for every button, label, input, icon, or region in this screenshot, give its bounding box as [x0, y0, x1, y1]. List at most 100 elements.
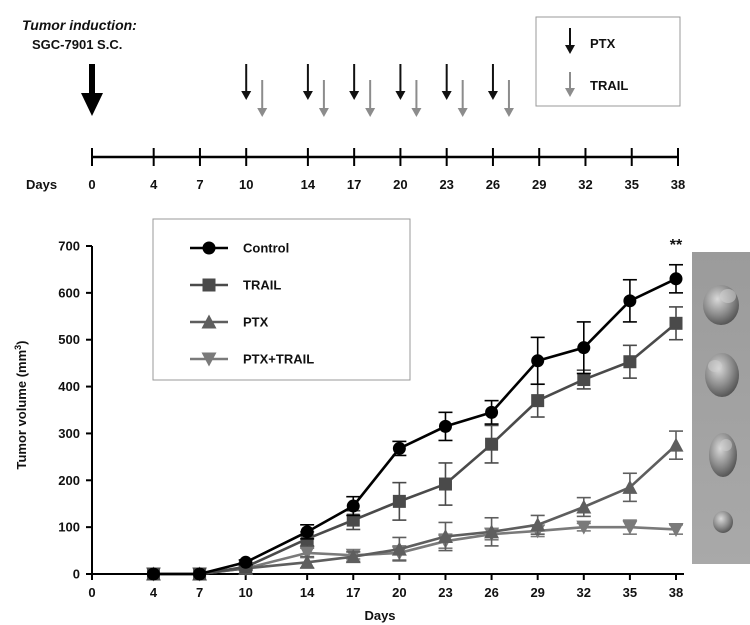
y-tick-label: 200 [58, 473, 80, 488]
data-point [669, 272, 683, 286]
y-tick-label: 700 [58, 239, 80, 254]
legend-label: PTX+TRAIL [243, 352, 314, 367]
x-tick-label: 17 [346, 585, 360, 600]
data-point [346, 513, 360, 527]
data-point [484, 524, 500, 539]
data-point [577, 341, 591, 355]
legend-ptx-label: PTX [590, 36, 616, 51]
schedule-day-label: 20 [393, 177, 407, 192]
data-point [622, 479, 638, 494]
schedule-ticks: 0 4 7 10 14 17 20 23 26 29 32 35 38 [88, 148, 685, 192]
tumor-growth-chart: Tumor volume (mm3) 010020030040050060070… [13, 218, 684, 623]
schedule-day-label: 29 [532, 177, 546, 192]
schedule-day-label: 10 [239, 177, 253, 192]
data-point [622, 520, 638, 535]
ptx-dose-arrow [441, 64, 452, 100]
data-point [485, 437, 499, 451]
data-point [530, 517, 546, 532]
data-point [668, 437, 684, 452]
schedule-day-label: 23 [439, 177, 453, 192]
legend-label: TRAIL [243, 278, 281, 293]
data-point [669, 316, 683, 330]
x-axis-label: Days [364, 608, 395, 623]
schedule-legend: PTX TRAIL [535, 16, 681, 107]
data-point [438, 419, 452, 433]
induction-title: Tumor induction: [22, 17, 137, 33]
trail-dose-arrow [257, 80, 268, 117]
trail-arrow-icon [565, 72, 575, 97]
data-point [300, 525, 314, 539]
ptx-dose-arrow [487, 64, 498, 100]
tumor-ptx-trail [713, 511, 733, 533]
y-tick-label: 400 [58, 379, 80, 394]
x-tick-label: 38 [669, 585, 683, 600]
legend-entry: TRAIL [190, 278, 281, 293]
legend-label: PTX [243, 315, 269, 330]
schedule-day-label: 32 [578, 177, 592, 192]
induction-subtitle: SGC-7901 S.C. [32, 37, 122, 52]
x-tick-label: 23 [438, 585, 452, 600]
chart-legend: Control TRAIL PTX PTX+TRAIL [152, 218, 411, 381]
ptx-dose-arrow [241, 64, 252, 100]
trail-dose-arrow [503, 80, 514, 117]
series-ptx [145, 430, 684, 581]
trail-dose-arrow [365, 80, 376, 117]
series-line [153, 322, 677, 576]
ptx-dose-arrow [302, 64, 313, 100]
schedule-day-label: 0 [88, 177, 95, 192]
significance-marker: ** [670, 237, 683, 254]
legend-entry: PTX [190, 314, 269, 330]
treatment-arrows [241, 64, 514, 117]
induction-arrow [81, 64, 103, 116]
schedule-days-label: Days [26, 177, 57, 192]
x-tick-label: 20 [392, 585, 406, 600]
data-point [438, 477, 452, 491]
data-point [146, 567, 160, 581]
data-point [346, 499, 360, 513]
schedule-day-label: 14 [301, 177, 316, 192]
x-tick-label: 32 [577, 585, 591, 600]
trail-dose-arrow [457, 80, 468, 117]
data-point [391, 541, 407, 556]
data-point [623, 294, 637, 308]
schedule-day-label: 4 [150, 177, 158, 192]
schedule-day-label: 38 [671, 177, 685, 192]
legend-marker [201, 314, 217, 329]
data-point [299, 546, 315, 561]
data-point [392, 494, 406, 508]
ptx-dose-arrow [395, 64, 406, 100]
plot-series [145, 263, 684, 582]
y-axis-ticks: 0 100 200 300 400 500 600 700 [58, 239, 92, 582]
schedule-day-label: 7 [196, 177, 203, 192]
series-control [146, 263, 683, 581]
data-point [576, 520, 592, 535]
trail-dose-arrow [411, 80, 422, 117]
y-tick-label: 100 [58, 520, 80, 535]
chart-legend-box [152, 218, 411, 381]
x-tick-label: 29 [530, 585, 544, 600]
y-tick-label: 0 [73, 567, 80, 582]
x-tick-label: 10 [238, 585, 252, 600]
x-axis-ticks: 0 4 7 10 14 17 20 23 26 29 32 35 38 [88, 574, 683, 600]
data-point [577, 373, 591, 387]
schedule-legend-box [535, 16, 681, 107]
legend-label: Control [243, 241, 289, 256]
x-tick-label: 26 [484, 585, 498, 600]
legend-marker [202, 241, 216, 255]
data-point [623, 355, 637, 369]
x-tick-label: 0 [88, 585, 95, 600]
x-tick-label: 35 [623, 585, 637, 600]
legend-marker [202, 278, 216, 292]
series-line [153, 444, 677, 576]
data-point [668, 522, 684, 537]
legend-trail-label: TRAIL [590, 78, 628, 93]
legend-entry: PTX+TRAIL [190, 352, 314, 367]
series-line [153, 277, 677, 576]
ptx-dose-arrow [349, 64, 360, 100]
data-point [193, 567, 207, 581]
data-point [239, 555, 253, 569]
data-point [437, 529, 453, 544]
x-tick-label: 7 [196, 585, 203, 600]
data-point [392, 441, 406, 455]
